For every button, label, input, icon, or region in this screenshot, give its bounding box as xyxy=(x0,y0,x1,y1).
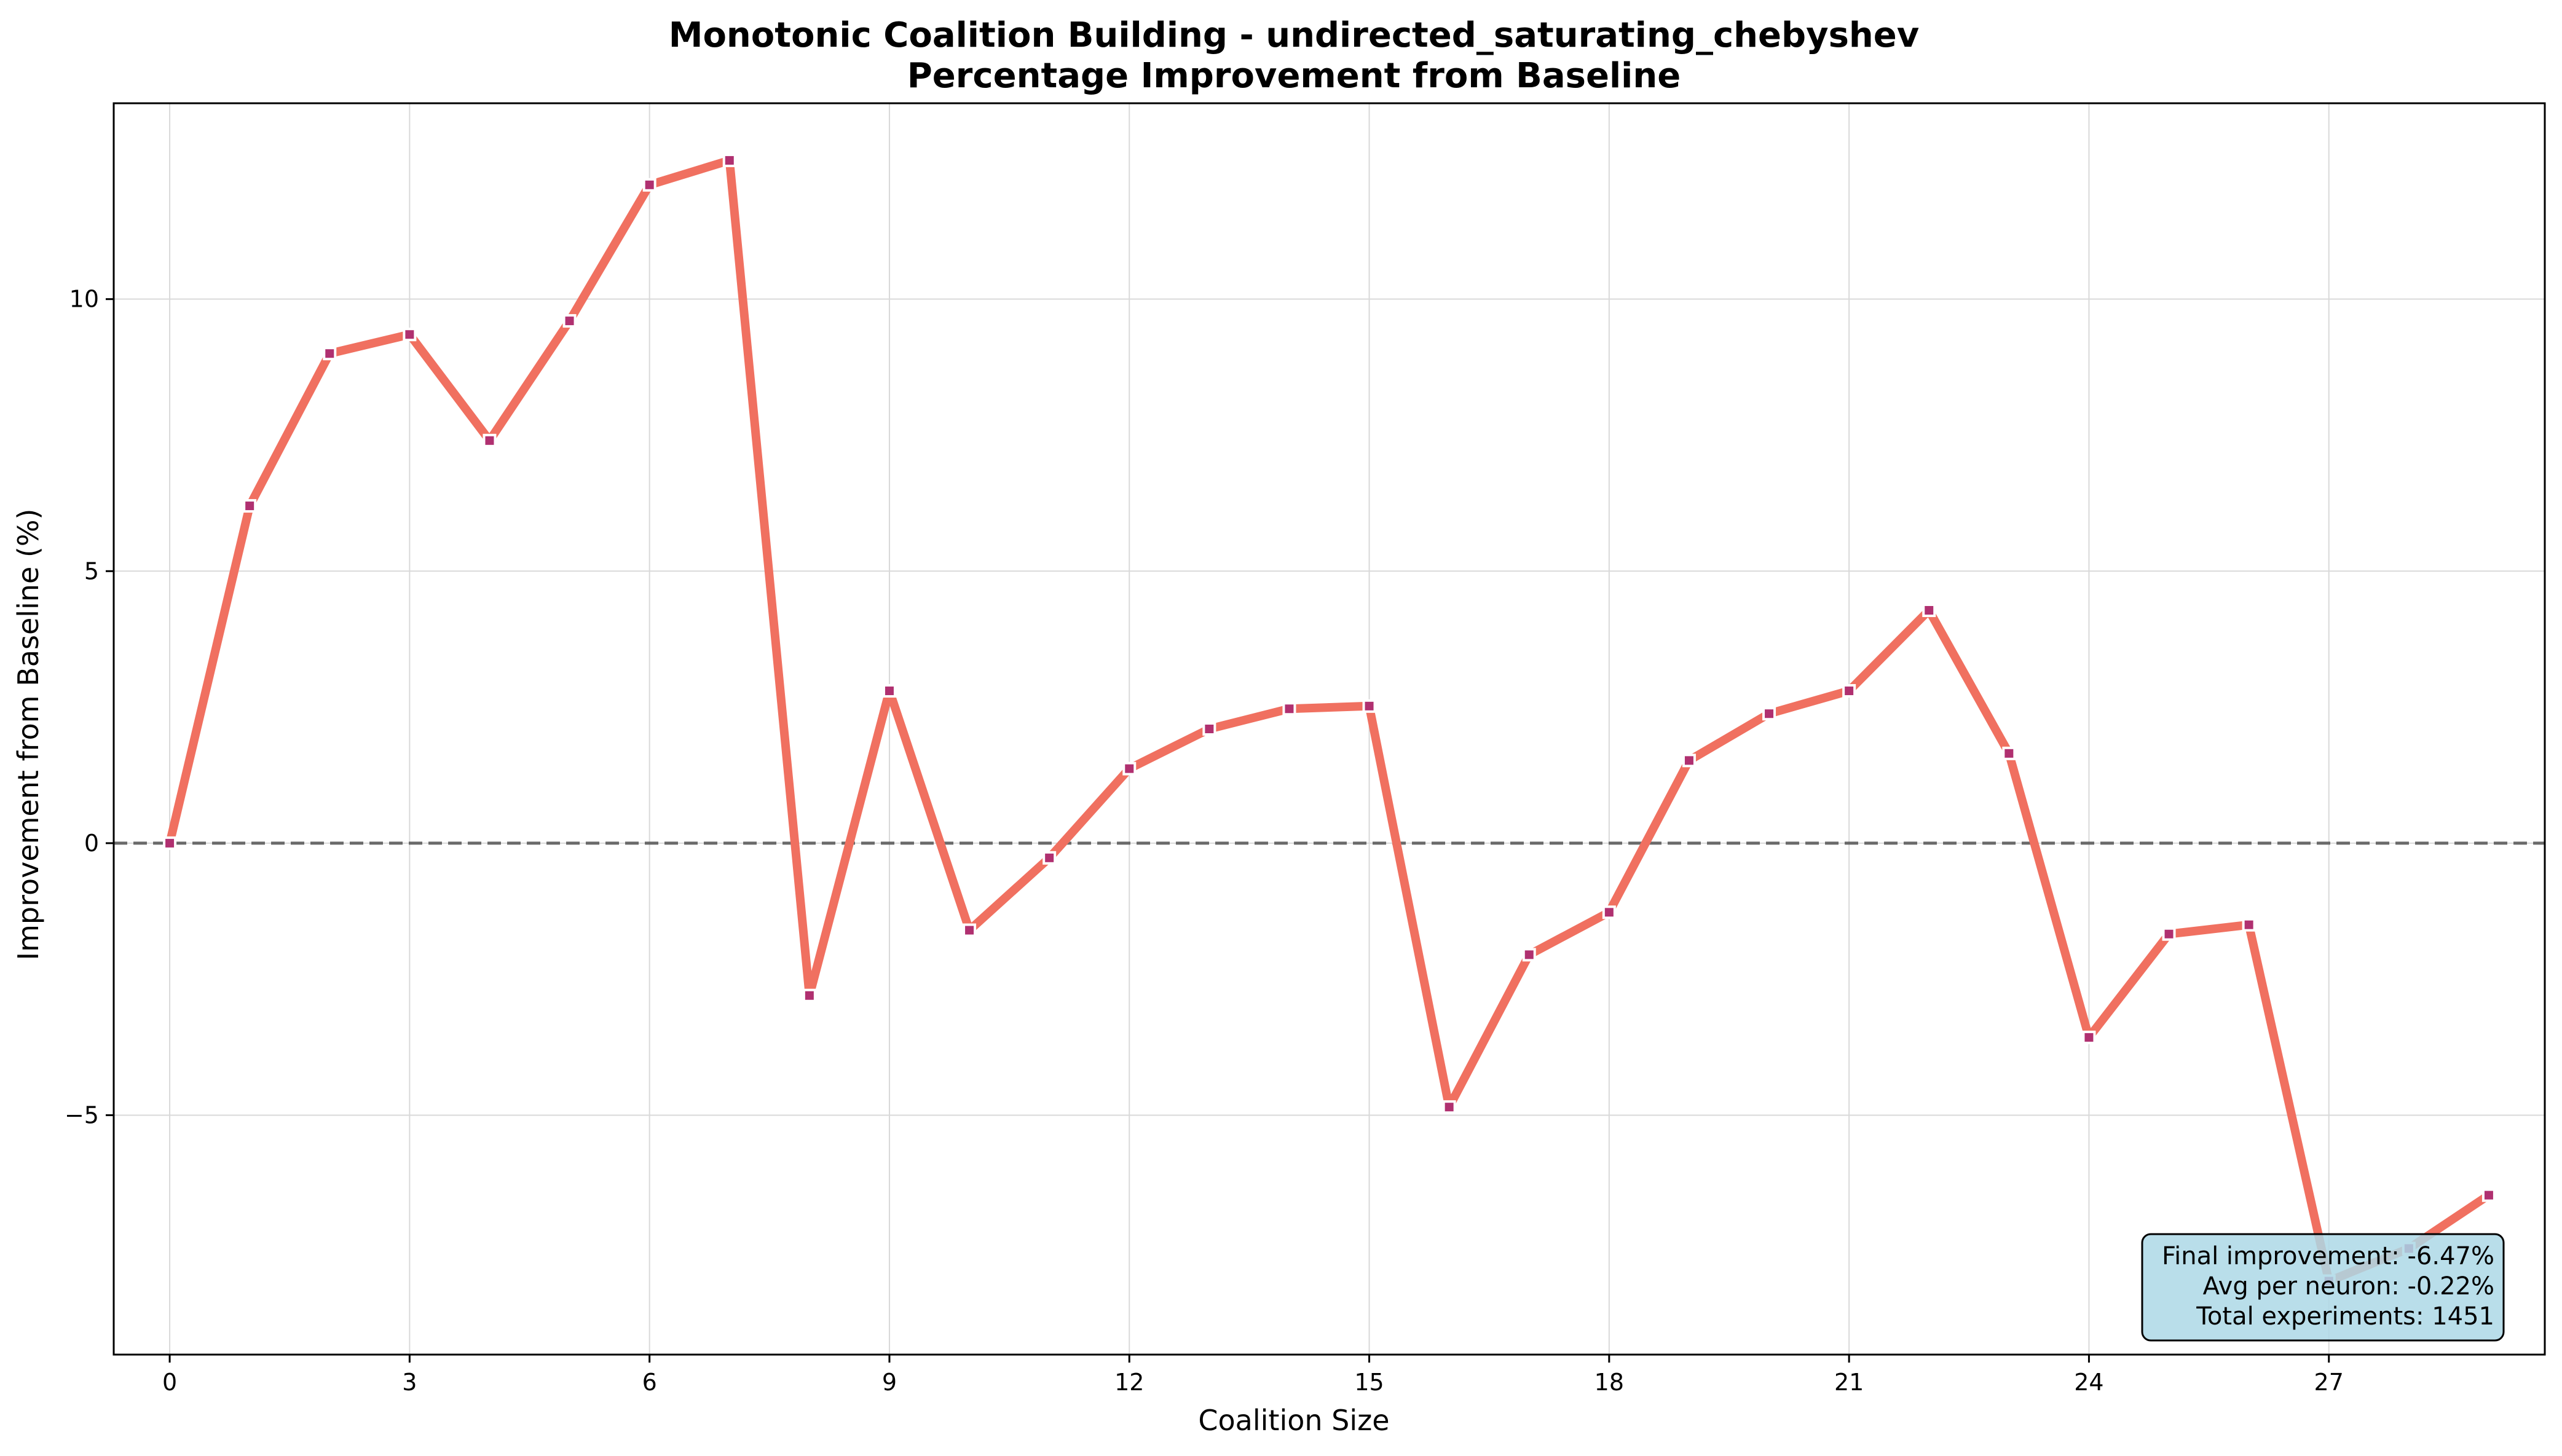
x-tick-label: 24 xyxy=(2074,1369,2103,1396)
x-axis-label: Coalition Size xyxy=(1198,1404,1389,1437)
data-point-marker xyxy=(483,433,497,447)
data-point-marker xyxy=(1282,702,1296,716)
data-point-marker xyxy=(1362,699,1376,713)
data-point-marker xyxy=(802,988,816,1002)
data-point-marker xyxy=(403,328,417,342)
x-tick-label: 3 xyxy=(402,1369,417,1396)
x-tick-label: 6 xyxy=(642,1369,657,1396)
data-point-marker xyxy=(2082,1030,2096,1044)
data-point-marker xyxy=(722,153,736,167)
data-point-marker xyxy=(163,836,177,850)
x-tick-label: 0 xyxy=(162,1369,177,1396)
stat-final-improvement: Final improvement: -6.47% xyxy=(2162,1242,2494,1270)
plot-frame xyxy=(112,102,2546,1356)
x-tick-label: 21 xyxy=(1834,1369,1864,1396)
series-line xyxy=(165,155,2493,1286)
data-point-marker xyxy=(1442,1100,1456,1114)
y-tick-label: 0 xyxy=(84,830,99,857)
data-point-marker xyxy=(1682,754,1696,768)
data-point-marker xyxy=(1922,604,1936,618)
y-tick-label: −5 xyxy=(65,1102,99,1129)
data-point-marker xyxy=(1842,684,1856,698)
x-tick-label: 9 xyxy=(882,1369,897,1396)
data-point-marker xyxy=(562,314,577,328)
x-tick-label: 27 xyxy=(2314,1369,2344,1396)
data-point-marker xyxy=(323,347,337,361)
data-point-marker xyxy=(2162,927,2176,941)
stats-annotation: Final improvement: -6.47% Avg per neuron… xyxy=(2141,1233,2505,1342)
data-point-marker xyxy=(243,499,257,513)
axis-ticks: 0 3 6 9 12 15 18 21 24 27 −5 0 5 10 xyxy=(65,286,2344,1396)
grid-lines xyxy=(114,103,2545,1355)
data-point-marker xyxy=(1522,948,1536,962)
data-point-marker xyxy=(642,178,656,192)
x-tick-label: 18 xyxy=(1594,1369,1624,1396)
data-point-marker xyxy=(1043,851,1057,865)
data-point-marker xyxy=(963,923,977,937)
data-point-marker xyxy=(882,684,896,698)
data-point-marker xyxy=(1202,722,1216,736)
chart-title: Monotonic Coalition Building - undirecte… xyxy=(669,15,1920,55)
data-point-marker xyxy=(1602,905,1616,919)
data-point-marker xyxy=(1762,707,1776,721)
stat-avg-per-neuron: Avg per neuron: -0.22% xyxy=(2203,1272,2494,1301)
y-tick-label: 10 xyxy=(69,286,99,313)
y-tick-label: 5 xyxy=(84,557,99,584)
x-tick-label: 15 xyxy=(1354,1369,1384,1396)
data-point-marker xyxy=(2002,746,2016,760)
data-point-marker xyxy=(1122,761,1137,776)
chart-subtitle: Percentage Improvement from Baseline xyxy=(907,56,1681,96)
data-point-marker xyxy=(2242,918,2256,932)
stat-total-experiments: Total experiments: 1451 xyxy=(2196,1302,2494,1331)
stats-box-background xyxy=(2141,1233,2505,1342)
data-point-marker xyxy=(2481,1188,2496,1202)
x-tick-label: 12 xyxy=(1114,1369,1144,1396)
y-axis-label: Improvement from Baseline (%) xyxy=(12,509,45,961)
